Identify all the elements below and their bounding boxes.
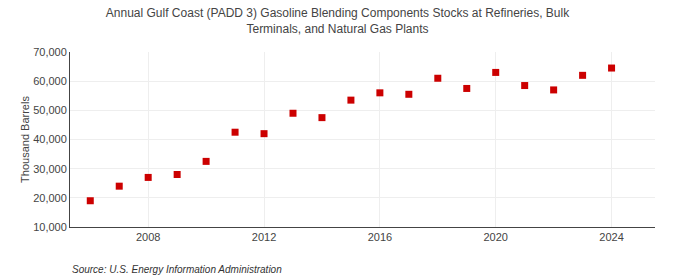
svg-text:2008: 2008	[136, 231, 160, 243]
svg-text:Thousand Barrels: Thousand Barrels	[19, 96, 31, 183]
svg-text:70,000: 70,000	[33, 46, 67, 58]
svg-text:10,000: 10,000	[33, 221, 67, 233]
svg-text:Annual Gulf Coast (PADD 3) Gas: Annual Gulf Coast (PADD 3) Gasoline Blen…	[106, 6, 570, 36]
svg-text:2024: 2024	[599, 231, 623, 243]
svg-text:Source: U.S. Energy Informatio: Source: U.S. Energy Information Administ…	[72, 264, 282, 275]
svg-text:2012: 2012	[252, 231, 276, 243]
svg-text:50,000: 50,000	[33, 104, 67, 116]
svg-text:40,000: 40,000	[33, 133, 67, 145]
svg-text:30,000: 30,000	[33, 163, 67, 175]
svg-text:2016: 2016	[368, 231, 392, 243]
svg-text:20,000: 20,000	[33, 192, 67, 204]
svg-text:2020: 2020	[483, 231, 507, 243]
svg-text:60,000: 60,000	[33, 75, 67, 87]
